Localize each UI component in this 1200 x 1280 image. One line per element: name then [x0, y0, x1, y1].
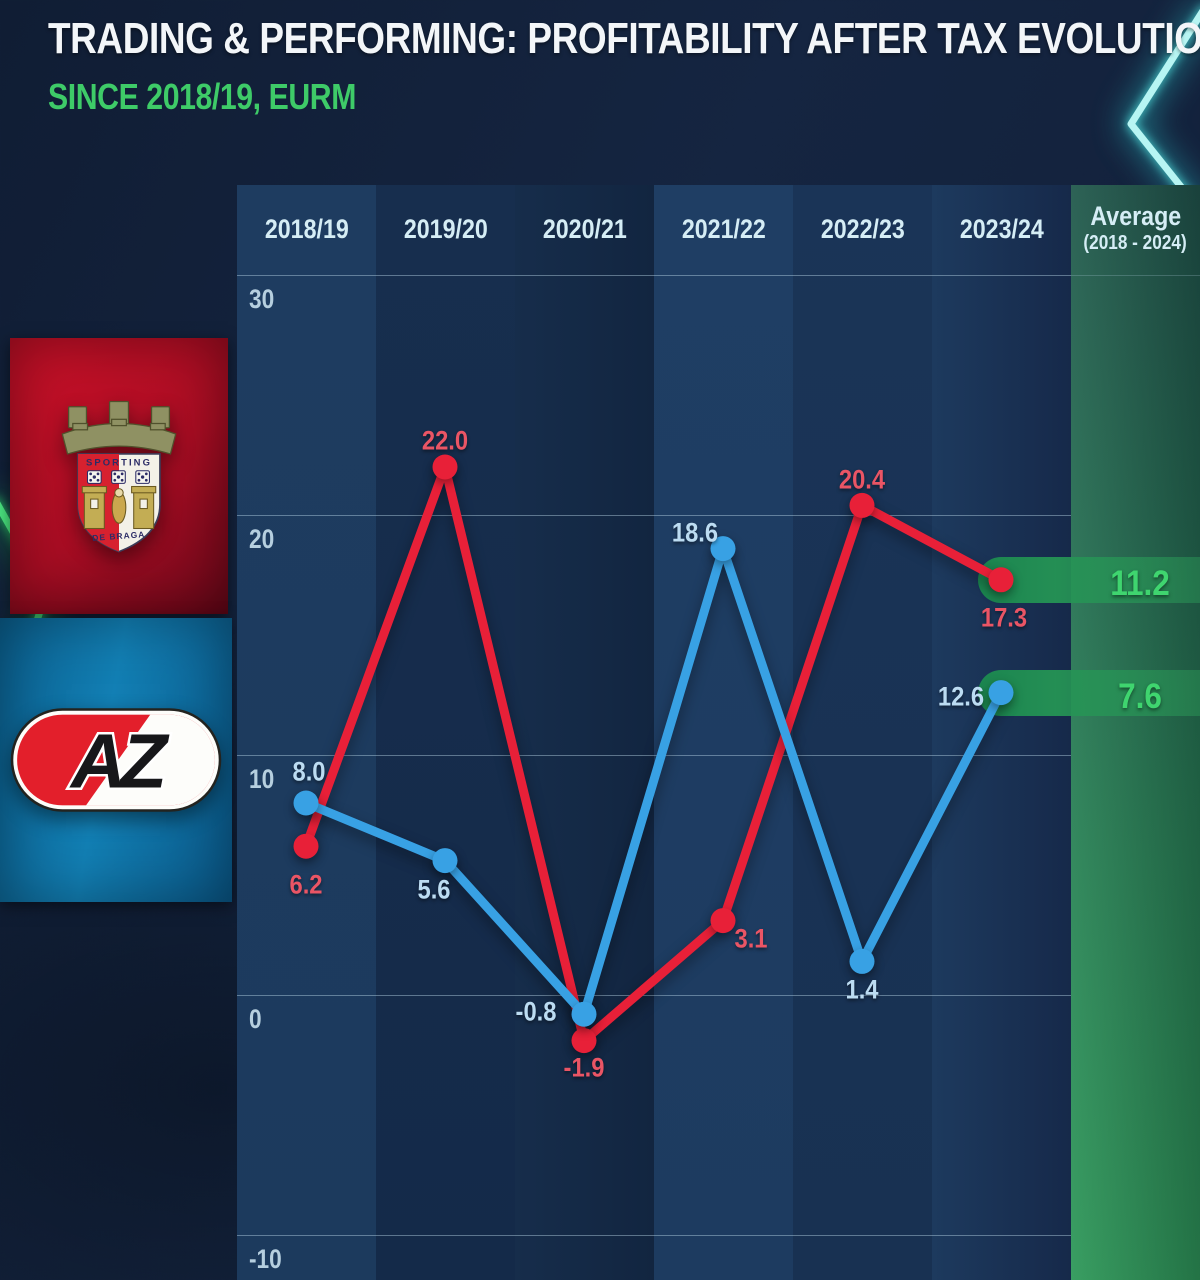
gridline-y--10	[237, 1235, 1071, 1236]
value-label-az-alkmaar-2020-21: -0.8	[515, 996, 557, 1027]
value-label-az-alkmaar-2019-20: 5.6	[417, 874, 451, 905]
value-label-az-alkmaar-2021-22: 18.6	[671, 517, 719, 548]
season-header-2023-24: 2023/24	[959, 213, 1044, 244]
data-point-sc-braga-2022-23	[849, 492, 875, 518]
season-header-2020-21: 2020/21	[542, 213, 627, 244]
season-column-2018-19: 2018/19	[237, 185, 376, 1280]
value-label-sc-braga-2021-22: 3.1	[734, 923, 768, 954]
average-highlight-pill-az-alkmaar	[978, 669, 1200, 716]
y-tick-label-20: 20	[249, 524, 275, 554]
page-title: TRADING & PERFORMING: PROFITABILITY AFTE…	[48, 14, 1200, 63]
data-point-sc-braga-2019-20	[432, 454, 458, 480]
data-point-az-alkmaar-2019-20	[432, 848, 458, 874]
svg-text:AZ: AZ	[69, 719, 170, 804]
y-tick-label-0: 0	[249, 1004, 262, 1034]
gridline-y-30	[237, 275, 1071, 276]
average-column-header: Average (2018 - 2024)	[1083, 201, 1188, 255]
svg-text:DE BRAGA: DE BRAGA	[92, 529, 146, 543]
legend-panel-braga: SPORTING DE BRAGA	[10, 338, 228, 614]
data-point-sc-braga-2023-24	[988, 567, 1014, 593]
data-point-sc-braga-2018-19	[293, 833, 319, 859]
average-header-separator	[1071, 275, 1200, 276]
season-header-2019-20: 2019/20	[403, 213, 488, 244]
value-label-sc-braga-2020-21: -1.9	[563, 1052, 605, 1083]
az-logo-icon: AZ	[10, 708, 222, 812]
series-line-sc-braga	[301, 462, 1006, 1046]
season-column-2023-24: 2023/24	[932, 185, 1071, 1280]
data-point-sc-braga-2020-21	[571, 1028, 597, 1054]
gridline-y-20	[237, 515, 1071, 516]
page-subtitle: SINCE 2018/19, EURM	[48, 76, 356, 117]
value-label-az-alkmaar-2018-19: 8.0	[292, 756, 326, 787]
average-value-az-alkmaar: 7.6	[1118, 676, 1162, 716]
data-point-az-alkmaar-2020-21	[571, 1001, 597, 1027]
season-column-2020-21: 2020/21	[515, 185, 654, 1280]
braga-crest-icon: SPORTING DE BRAGA	[61, 400, 177, 553]
svg-text:SPORTING: SPORTING	[86, 458, 152, 469]
gridline-y-0	[237, 995, 1071, 996]
data-point-az-alkmaar-2023-24	[988, 680, 1014, 706]
value-label-sc-braga-2018-19: 6.2	[289, 869, 323, 900]
chart-plot-area: 2018/19 2019/20 2020/21 2021/22 2022/23 2023/…	[237, 185, 1071, 1280]
season-column-2019-20: 2019/20	[376, 185, 515, 1280]
data-point-az-alkmaar-2022-23	[849, 948, 875, 974]
value-label-az-alkmaar-2022-23: 1.4	[845, 974, 879, 1005]
average-column: Average (2018 - 2024)	[1071, 185, 1200, 1280]
series-line-az-alkmaar	[301, 544, 1006, 1019]
gridline-y-10	[237, 755, 1071, 756]
data-point-az-alkmaar-2018-19	[293, 790, 319, 816]
value-label-sc-braga-2019-20: 22.0	[421, 425, 469, 456]
y-tick-label--10: -10	[249, 1244, 282, 1274]
season-header-2022-23: 2022/23	[820, 213, 905, 244]
season-header-2018-19: 2018/19	[264, 213, 349, 244]
average-highlight-pill-sc-braga	[978, 556, 1200, 603]
data-point-sc-braga-2021-22	[710, 908, 736, 934]
season-column-2022-23: 2022/23	[793, 185, 932, 1280]
legend-panel-az: AZ	[0, 618, 232, 902]
y-tick-label-10: 10	[249, 764, 275, 794]
y-tick-label-30: 30	[249, 284, 275, 314]
average-value-sc-braga: 11.2	[1110, 563, 1170, 603]
value-label-az-alkmaar-2023-24: 12.6	[937, 681, 985, 712]
value-label-sc-braga-2022-23: 20.4	[838, 464, 886, 495]
season-header-2021-22: 2021/22	[681, 213, 766, 244]
value-label-sc-braga-2023-24: 17.3	[980, 602, 1028, 633]
data-point-az-alkmaar-2021-22	[710, 536, 736, 562]
season-column-2021-22: 2021/22	[654, 185, 793, 1280]
